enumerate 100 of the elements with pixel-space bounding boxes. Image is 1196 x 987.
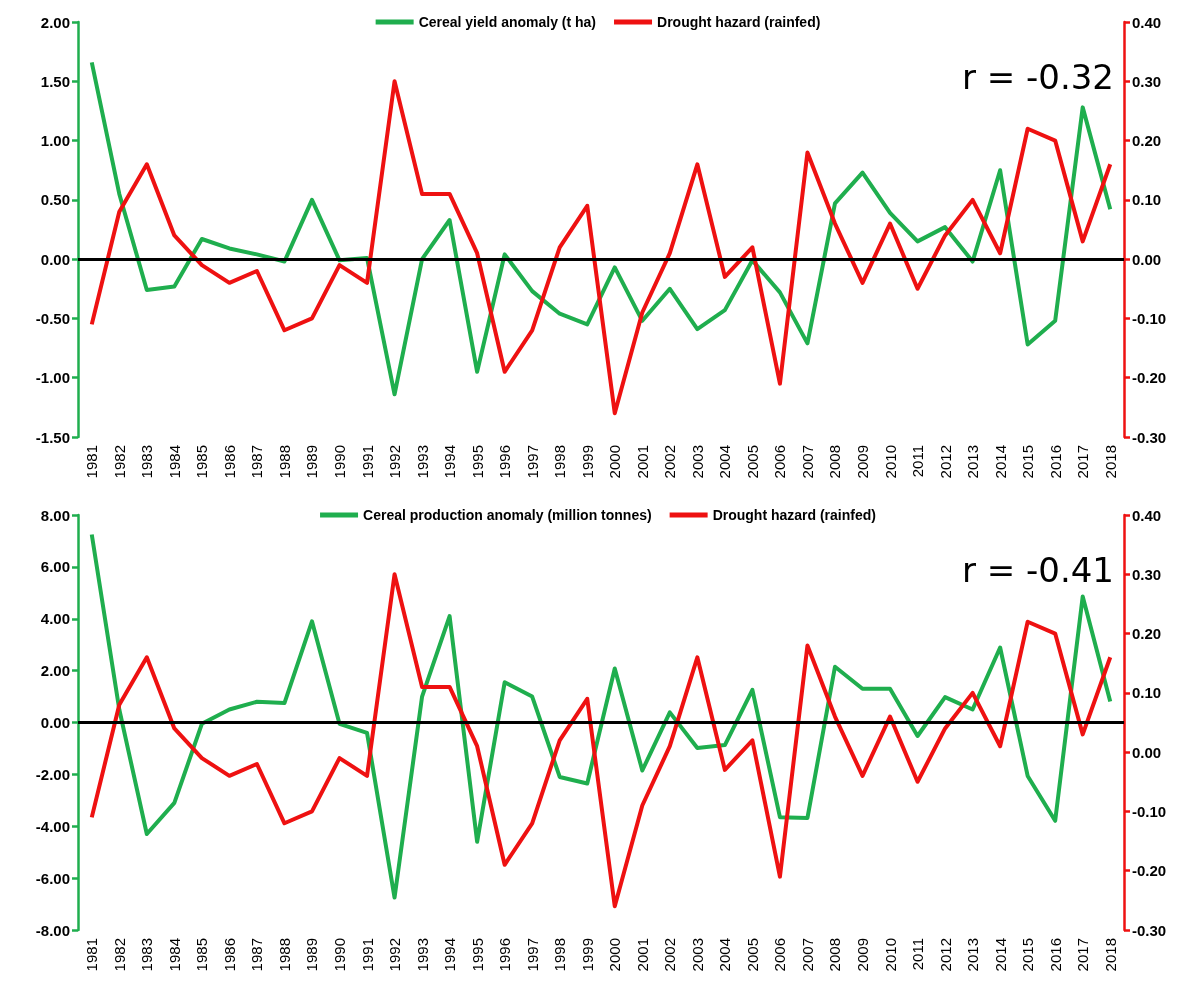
x-tick-label: 2000	[606, 938, 624, 972]
legend-label: Drought hazard (rainfed)	[657, 14, 821, 30]
y2-tick-label: 0.40	[1132, 13, 1162, 31]
x-tick-label: 1993	[413, 445, 431, 479]
y2-tick-label: -0.10	[1132, 802, 1167, 820]
x-tick-label: 1983	[138, 938, 156, 972]
x-tick-label: 1984	[165, 938, 183, 972]
x-tick-label: 1997	[523, 938, 541, 972]
x-tick-label: 2001	[633, 938, 651, 972]
annotation: r = -0.32	[961, 57, 1115, 97]
y2-tick-label: -0.20	[1132, 862, 1167, 880]
x-tick-label: 1998	[551, 445, 569, 479]
x-tick-label: 2011	[909, 938, 927, 971]
x-tick-label: 2005	[743, 445, 761, 479]
x-tick-label: 1986	[220, 445, 238, 479]
x-tick-label: 1996	[496, 938, 514, 972]
y2-tick-label: 0.10	[1132, 684, 1162, 702]
y-tick-label: -1.00	[35, 369, 70, 387]
x-tick-label: 2013	[964, 938, 982, 972]
x-tick-label: 1984	[165, 445, 183, 479]
x-tick-label: 2009	[854, 445, 871, 479]
x-tick-label: 2006	[771, 938, 789, 972]
y-tick-label: 0.50	[40, 191, 70, 209]
x-tick-label: 2004	[716, 938, 734, 972]
x-tick-label: 2007	[798, 445, 816, 479]
x-tick-label: 1982	[110, 445, 128, 479]
annotation: r = -0.41	[961, 550, 1115, 590]
x-tick-label: 1993	[413, 938, 431, 972]
y2-tick-label: 0.20	[1132, 132, 1162, 150]
y-tick-label: -4.00	[35, 817, 70, 835]
x-tick-label: 1982	[110, 938, 128, 972]
x-tick-label: 2015	[1019, 445, 1037, 479]
x-tick-label: 2018	[1101, 938, 1119, 972]
legend-label: Cereal yield anomaly (t ha)	[418, 14, 597, 30]
x-tick-label: 1985	[193, 445, 211, 479]
y2-tick-label: 0.10	[1132, 191, 1162, 209]
y2-tick-label: 0.00	[1132, 250, 1162, 268]
x-tick-label: 1986	[220, 938, 238, 972]
x-tick-label: 2018	[1101, 445, 1119, 479]
x-tick-label: 2011	[909, 445, 927, 478]
y-tick-label: -2.00	[35, 765, 70, 783]
y2-tick-label: -0.30	[1132, 921, 1167, 939]
x-tick-label: 2015	[1019, 938, 1037, 972]
x-tick-label: 2000	[606, 445, 624, 479]
y-tick-label: 1.00	[40, 132, 70, 150]
x-tick-label: 2006	[771, 445, 789, 479]
x-tick-label: 2002	[661, 445, 679, 479]
x-tick-label: 1990	[331, 938, 348, 972]
y2-tick-label: 0.30	[1132, 72, 1162, 90]
y-tick-label: 0.00	[40, 714, 70, 731]
x-tick-label: 1996	[496, 445, 514, 479]
x-tick-label: 2010	[881, 445, 899, 479]
y-tick-label: -1.50	[35, 428, 70, 446]
y-tick-label: 0.00	[40, 250, 70, 268]
x-tick-label: 1997	[523, 445, 541, 479]
x-tick-label: 2003	[688, 938, 706, 972]
x-tick-label: 1989	[303, 445, 321, 479]
x-tick-label: 1983	[138, 445, 156, 479]
y2-tick-label: -0.30	[1132, 428, 1167, 446]
x-tick-label: 1992	[386, 938, 404, 972]
x-tick-label: 1981	[83, 445, 101, 479]
x-tick-label: 1991	[358, 445, 376, 479]
legend-label: Drought hazard (rainfed)	[712, 507, 876, 523]
y-tick-label: 4.00	[40, 610, 70, 628]
x-tick-label: 2005	[743, 938, 761, 972]
x-tick-label: 2012	[936, 938, 954, 972]
y-tick-label: -8.00	[35, 921, 70, 939]
y-tick-label: -6.00	[35, 869, 70, 887]
x-tick-label: 2010	[881, 938, 899, 972]
x-tick-label: 2016	[1046, 445, 1064, 479]
x-tick-label: 1988	[275, 938, 293, 972]
y-tick-label: 6.00	[40, 558, 70, 576]
x-tick-label: 1989	[303, 938, 321, 972]
x-tick-label: 2001	[633, 445, 651, 479]
x-tick-label: 1999	[578, 938, 596, 972]
x-tick-label: 2004	[716, 445, 734, 479]
x-tick-label: 1987	[248, 938, 266, 972]
x-tick-label: 2007	[798, 938, 816, 972]
x-tick-label: 2008	[826, 938, 844, 972]
x-tick-label: 1987	[248, 445, 266, 479]
y-tick-label: -0.50	[35, 309, 70, 327]
y2-tick-label: 0.30	[1132, 565, 1162, 583]
y-tick-label: 1.50	[40, 72, 70, 90]
x-tick-label: 2012	[936, 445, 954, 479]
x-tick-label: 2002	[661, 938, 679, 972]
x-tick-label: 1995	[468, 938, 486, 972]
x-tick-label: 2009	[854, 938, 871, 972]
legend-label: Cereal production anomaly (million tonnes)	[363, 507, 652, 523]
x-tick-label: 1988	[275, 445, 293, 479]
y2-tick-label: 0.40	[1132, 506, 1162, 524]
y-tick-label: 2.00	[40, 662, 70, 680]
x-tick-label: 2003	[688, 445, 706, 479]
x-tick-label: 1999	[578, 445, 596, 479]
x-tick-label: 1985	[193, 938, 211, 972]
y-tick-label: 8.00	[40, 506, 70, 524]
x-tick-label: 2008	[826, 445, 844, 479]
x-tick-label: 1981	[83, 938, 101, 972]
x-tick-label: 1994	[441, 938, 459, 972]
x-tick-label: 1994	[441, 445, 459, 479]
x-tick-label: 2013	[964, 445, 982, 479]
